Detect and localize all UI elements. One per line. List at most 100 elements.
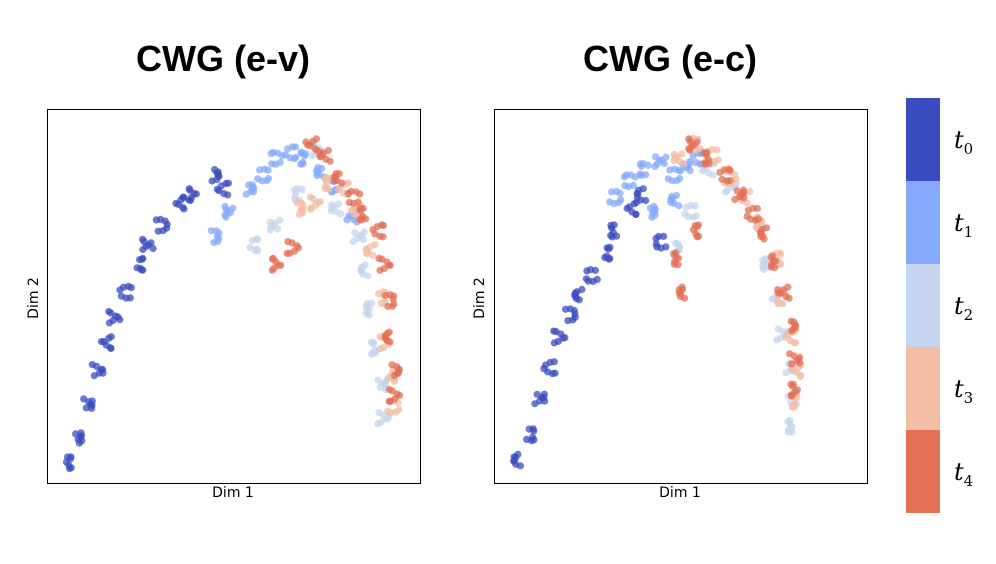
point-t2: [274, 225, 282, 233]
point-t1: [668, 192, 676, 200]
point-t4: [796, 353, 804, 361]
point-t3: [376, 333, 384, 341]
point-t1: [264, 174, 273, 183]
point-t4: [739, 186, 747, 194]
point-t0: [642, 196, 650, 205]
point-t0: [186, 196, 195, 205]
point-t0: [127, 284, 135, 292]
point-t1: [621, 182, 629, 190]
point-t0: [573, 295, 581, 303]
point-t0: [107, 333, 115, 341]
series-t0: [62, 166, 232, 473]
point-t1: [636, 170, 644, 178]
point-t0: [571, 289, 579, 297]
point-t4: [674, 261, 682, 269]
point-t0: [512, 453, 520, 462]
point-t4: [344, 189, 352, 197]
point-t4: [753, 204, 761, 213]
colorbar-segment-t4: [906, 430, 940, 513]
point-t1: [264, 166, 272, 174]
point-t1: [620, 173, 628, 181]
point-t3: [778, 299, 787, 307]
point-t4: [326, 157, 334, 165]
point-t2: [774, 325, 782, 333]
point-t3: [713, 146, 721, 154]
point-t0: [88, 361, 96, 369]
point-t3: [371, 241, 379, 249]
point-t0: [550, 327, 558, 335]
point-t3: [714, 156, 722, 164]
colorbar-segment-t1: [906, 181, 940, 264]
point-t2: [292, 189, 300, 197]
panel-title-right: CWG (e-c): [583, 38, 757, 79]
point-t4: [691, 222, 699, 230]
point-t4: [385, 338, 394, 346]
point-t0: [623, 204, 631, 213]
point-t2: [254, 235, 262, 243]
point-t4: [359, 204, 367, 213]
point-t0: [107, 344, 115, 353]
point-t0: [591, 266, 599, 274]
point-t1: [229, 204, 237, 212]
colorbar-label-t4: t4: [954, 458, 974, 490]
point-t1: [651, 162, 659, 170]
x-axis-label-left: Dim 1: [212, 485, 254, 501]
point-t0: [80, 395, 88, 403]
point-t3: [790, 401, 798, 409]
point-t2: [709, 171, 717, 179]
point-t4: [375, 254, 383, 262]
point-t4: [754, 215, 763, 223]
point-t4: [788, 392, 796, 400]
point-t1: [692, 158, 700, 166]
point-t0: [652, 240, 660, 248]
point-t0: [550, 339, 558, 347]
point-t0: [139, 245, 147, 254]
point-t4: [718, 175, 726, 183]
point-t3: [670, 150, 678, 158]
point-t0: [639, 185, 647, 193]
point-t4: [759, 232, 767, 240]
point-t0: [139, 235, 147, 243]
colorbar-label-t3: t3: [954, 375, 974, 407]
point-t0: [593, 275, 601, 284]
point-t2: [359, 263, 367, 271]
series-t1: [606, 148, 706, 221]
colorbar-label-t2: t2: [954, 292, 974, 324]
point-t4: [678, 283, 686, 291]
point-t0: [163, 220, 171, 228]
point-t4: [283, 249, 291, 257]
point-t2: [374, 376, 382, 384]
point-t4: [740, 194, 748, 202]
point-t3: [390, 377, 399, 386]
point-t0: [136, 256, 144, 264]
point-t4: [338, 179, 346, 187]
point-t2: [369, 340, 377, 348]
point-t2: [773, 336, 781, 344]
point-t2: [276, 216, 284, 224]
point-t4: [385, 386, 394, 394]
point-t4: [772, 257, 780, 265]
point-t0: [609, 228, 617, 236]
point-t0: [224, 179, 232, 187]
point-t0: [603, 252, 611, 260]
point-t3: [776, 251, 784, 259]
point-t3: [395, 405, 403, 413]
point-t2: [788, 428, 796, 436]
panel-title-left: CWG (e-v): [136, 38, 310, 79]
point-t1: [689, 152, 697, 160]
point-t3: [375, 289, 383, 298]
series-t0: [510, 185, 670, 470]
point-t4: [269, 254, 277, 262]
point-t1: [637, 162, 645, 170]
point-t0: [562, 305, 570, 313]
point-t3: [696, 144, 704, 152]
point-t4: [394, 369, 402, 377]
point-t3: [325, 185, 333, 193]
colorbar-segment-t2: [906, 264, 940, 347]
point-t3: [670, 157, 678, 165]
point-t1: [318, 164, 326, 173]
point-t1: [298, 158, 307, 166]
point-t1: [608, 188, 616, 196]
y-axis-label-left: Dim 2: [26, 277, 42, 319]
point-t0: [213, 169, 221, 177]
